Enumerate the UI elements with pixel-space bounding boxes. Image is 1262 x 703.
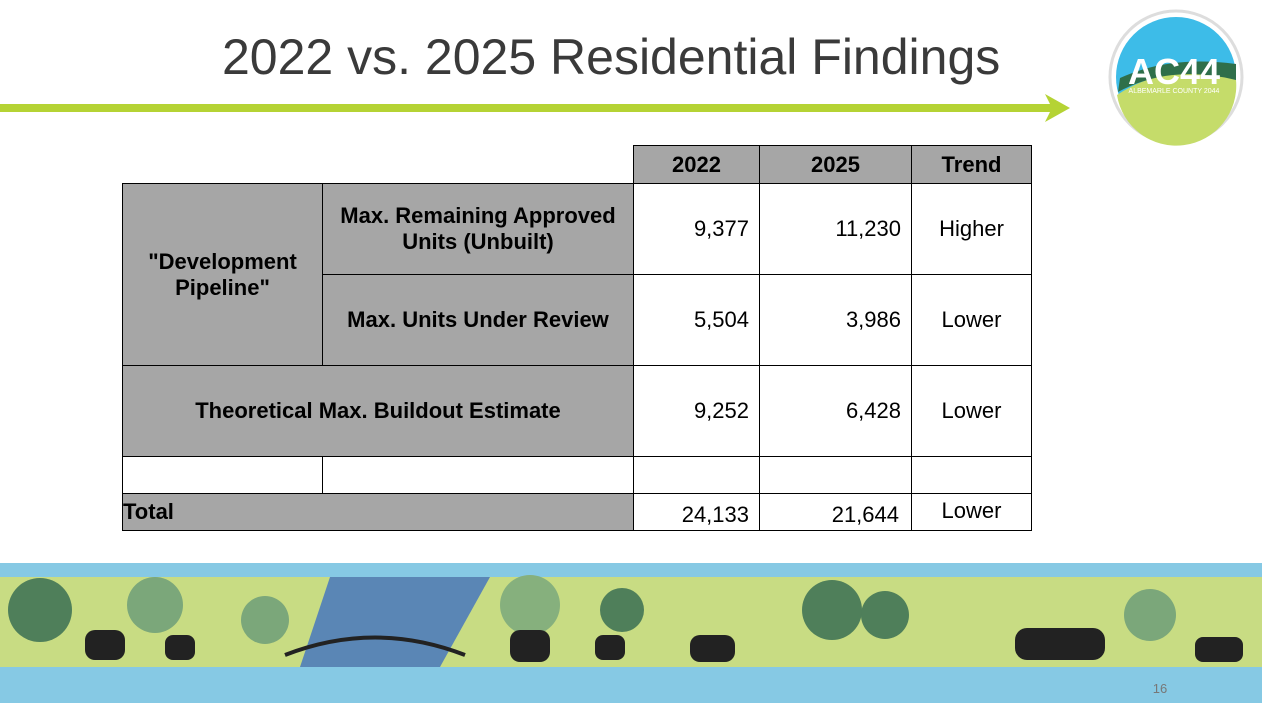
total-cell: 21,644 bbox=[759, 493, 912, 531]
accent-arrow bbox=[1045, 94, 1070, 122]
cell: 9,252 bbox=[633, 365, 760, 457]
cell: Higher bbox=[911, 183, 1032, 275]
banner-river bbox=[300, 577, 490, 667]
row-label: Max. Remaining Approved Units (Unbuilt) bbox=[322, 183, 634, 275]
accent-rule bbox=[0, 104, 1052, 112]
slide-title: 2022 vs. 2025 Residential Findings bbox=[222, 29, 1001, 85]
empty-cell bbox=[122, 456, 323, 494]
empty-cell bbox=[633, 456, 760, 494]
row-label: Max. Units Under Review bbox=[322, 274, 634, 366]
empty-cell bbox=[759, 456, 912, 494]
empty-cell bbox=[911, 456, 1032, 494]
banner-bridge bbox=[284, 635, 466, 657]
cell: Lower bbox=[911, 365, 1032, 457]
logo-hill bbox=[1117, 72, 1237, 146]
group-label: "Development Pipeline" bbox=[122, 183, 323, 366]
total-cell: Lower bbox=[911, 493, 1032, 531]
cell: 6,428 bbox=[759, 365, 912, 457]
total-label: Total bbox=[122, 493, 634, 531]
cell: 3,986 bbox=[759, 274, 912, 366]
empty-cell bbox=[322, 456, 634, 494]
logo-mark: AC44 bbox=[1128, 51, 1220, 92]
logo-band bbox=[1118, 61, 1236, 92]
total-cell: 24,133 bbox=[633, 493, 760, 531]
banner-trees bbox=[8, 575, 1176, 644]
cell: 5,504 bbox=[633, 274, 760, 366]
cell: 11,230 bbox=[759, 183, 912, 275]
page-number: 16 bbox=[1153, 681, 1167, 696]
logo-caption: ALBEMARLE COUNTY 2044 bbox=[1129, 88, 1220, 95]
cell: Lower bbox=[911, 274, 1032, 366]
column-header: 2025 bbox=[759, 145, 912, 184]
column-header: 2022 bbox=[633, 145, 760, 184]
column-header: Trend bbox=[911, 145, 1032, 184]
banner-people bbox=[85, 628, 1243, 662]
row-label: Theoretical Max. Buildout Estimate bbox=[122, 365, 634, 457]
cell: 9,377 bbox=[633, 183, 760, 275]
